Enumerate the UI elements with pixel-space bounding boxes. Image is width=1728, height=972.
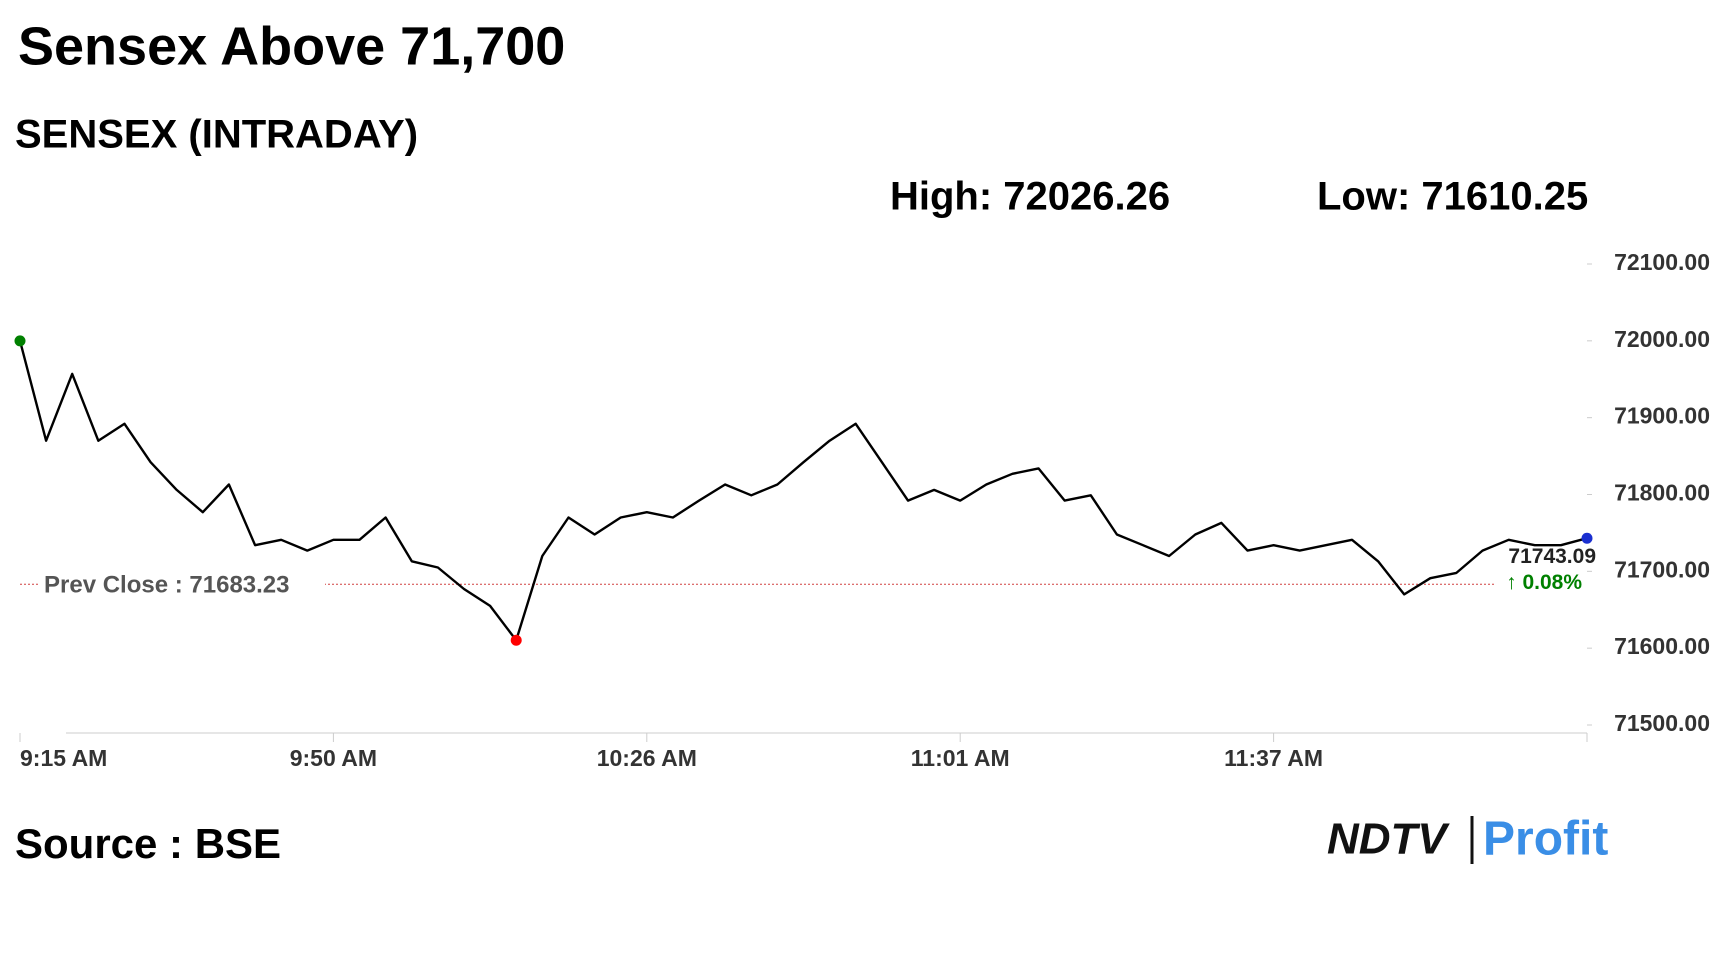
y-tick-label: 71600.00 (1614, 633, 1710, 659)
logo-profit: Profit (1483, 813, 1608, 866)
last-label: 71743.09 (1508, 545, 1596, 568)
high-label: High: 72026.26 (890, 175, 1170, 219)
x-tick-label: 9:50 AM (290, 745, 377, 771)
prev-close-label: Prev Close : 71683.23 (44, 572, 290, 599)
prev-close-bg (40, 568, 325, 601)
price-line (18, 340, 1588, 642)
y-tick-label: 71800.00 (1614, 480, 1710, 506)
start-dot (14, 335, 26, 347)
y-tick-label: 71500.00 (1614, 710, 1710, 736)
y-tick-label: 72100.00 (1614, 249, 1710, 275)
low-dot (510, 634, 522, 646)
source: Source : BSE (15, 820, 281, 867)
x-tick-label: 11:37 AM (1224, 745, 1323, 771)
chart-title: Sensex Above 71,700 (18, 16, 565, 76)
logo-ndtv: NDTV (1327, 815, 1450, 864)
y-tick-label: 71900.00 (1614, 403, 1710, 429)
change-label: ↑ 0.08% (1506, 571, 1582, 594)
y-tick-label: 71700.00 (1614, 556, 1710, 582)
low-label: Low: 71610.25 (1317, 175, 1588, 219)
end-dot (1581, 532, 1593, 544)
x-tick-label: 10:26 AM (597, 745, 697, 771)
x-tick-label: 9:15 AM (20, 745, 107, 771)
y-tick-label: 72000.00 (1614, 326, 1710, 352)
x-tick-label: 11:01 AM (911, 745, 1010, 771)
chart-subtitle: SENSEX (INTRADAY) (15, 113, 418, 157)
